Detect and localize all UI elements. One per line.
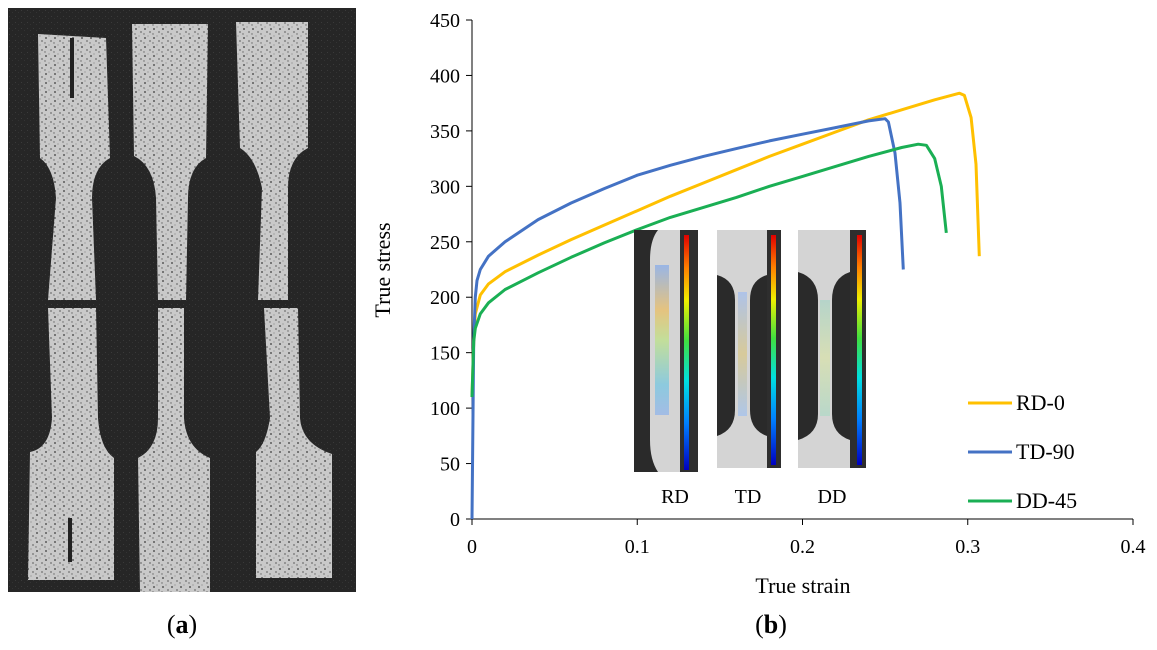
x-tick-label: 0.3 bbox=[955, 536, 980, 558]
y-tick-label: 250 bbox=[430, 232, 460, 254]
specimen-1 bbox=[28, 34, 114, 580]
x-tick-label: 0.2 bbox=[790, 536, 815, 558]
series-line-rd-0 bbox=[470, 91, 981, 398]
inset-rd bbox=[634, 230, 698, 472]
chart-svg: 0 50 100 150 200 250 300 350 400 450 0 0.1 0.2 0.3 0.4 bbox=[370, 10, 1146, 598]
y-tick-label: 50 bbox=[440, 454, 460, 476]
x-axis-title: True strain bbox=[755, 573, 850, 598]
y-tick-label: 150 bbox=[430, 343, 460, 365]
inset-label-td: TD bbox=[735, 486, 762, 508]
x-tick-label: 0.1 bbox=[625, 536, 650, 558]
legend-label: DD-45 bbox=[1016, 488, 1077, 513]
y-tick-label: 0 bbox=[450, 509, 460, 531]
y-axis-title: True stress bbox=[370, 222, 395, 317]
legend-label: TD-90 bbox=[1016, 439, 1075, 464]
series-line-dd-45 bbox=[470, 142, 948, 398]
chart-legend: RD-0 TD-90 DD-45 bbox=[968, 390, 1077, 513]
caption-b-letter: b bbox=[763, 610, 779, 639]
y-tick-label: 350 bbox=[430, 121, 460, 143]
y-tick-label: 100 bbox=[430, 398, 460, 420]
y-tick-label: 200 bbox=[430, 287, 460, 309]
specimen-photo bbox=[8, 8, 356, 592]
caption-b: (b) bbox=[755, 610, 787, 639]
inset-label-dd: DD bbox=[818, 486, 847, 508]
y-tick-label: 400 bbox=[430, 65, 460, 87]
stress-strain-chart: 0 50 100 150 200 250 300 350 400 450 0 0.1 0.2 0.3 0.4 bbox=[360, 0, 1157, 610]
legend-label: RD-0 bbox=[1016, 390, 1065, 415]
y-tick-label: 300 bbox=[430, 176, 460, 198]
specimen-2 bbox=[132, 24, 210, 592]
caption-a: (a) bbox=[166, 610, 198, 639]
caption-a-letter: a bbox=[175, 610, 189, 639]
x-tick-label: 0 bbox=[467, 536, 477, 558]
series-line-td-90 bbox=[470, 117, 905, 520]
inset-td bbox=[717, 230, 781, 468]
dic-inset: RD TD DD bbox=[634, 230, 866, 508]
inset-dd bbox=[798, 230, 866, 468]
y-tick-label: 450 bbox=[430, 10, 460, 32]
x-tick-label: 0.4 bbox=[1121, 536, 1146, 558]
specimen-photo-image bbox=[8, 8, 356, 592]
specimen-3 bbox=[236, 22, 332, 578]
inset-label-rd: RD bbox=[661, 486, 689, 508]
